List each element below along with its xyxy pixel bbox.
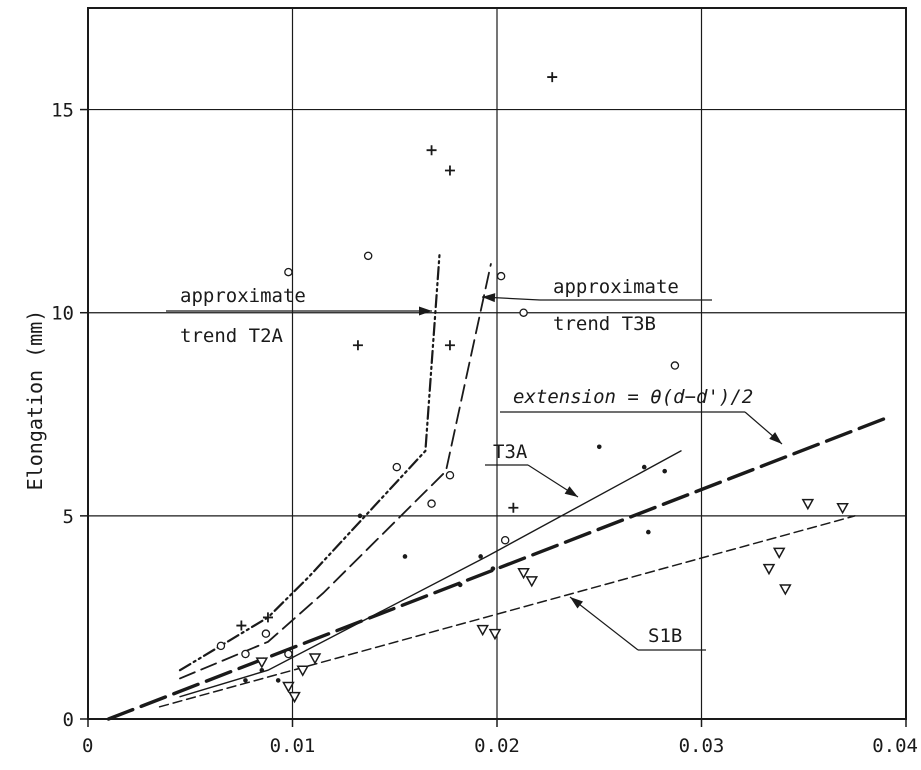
dot-marker — [646, 529, 651, 535]
triangle-marker — [762, 563, 776, 576]
trend-line — [178, 250, 441, 672]
y-tick-label: 15 — [51, 100, 74, 122]
x-axis: 0 0.01 0.02 0.03 0.04 — [82, 719, 918, 757]
y-axis: 0 5 10 15 — [51, 100, 88, 731]
dot-marker — [662, 468, 667, 474]
circle-marker — [496, 271, 506, 281]
circle-marker — [500, 535, 510, 545]
arrow-head — [564, 486, 578, 497]
triangle-marker — [779, 584, 792, 596]
arrow-head — [769, 432, 782, 444]
circle-marker — [241, 649, 250, 659]
dot-marker — [641, 464, 647, 470]
arrow-head — [419, 306, 432, 316]
x-tick-label: 0.04 — [872, 735, 918, 757]
trend-lines — [106, 250, 888, 721]
circle-marker — [519, 308, 528, 317]
trend-line — [179, 450, 682, 698]
triangle-marker — [488, 628, 502, 641]
y-tick-label: 10 — [51, 303, 74, 325]
dot-marker — [357, 513, 363, 519]
triangle-marker — [255, 657, 269, 669]
dot-marker — [596, 444, 602, 450]
triangle-marker — [308, 653, 322, 665]
triangle-marker — [801, 498, 815, 511]
data-points — [216, 72, 849, 704]
circle-marker — [216, 641, 226, 651]
x-tick-label: 0.01 — [270, 735, 316, 757]
triangle-marker — [476, 624, 489, 637]
dot-marker — [243, 678, 248, 683]
trend-line — [179, 263, 492, 680]
x-tick-label: 0.02 — [474, 735, 520, 757]
plus-marker — [426, 145, 437, 156]
plus-marker — [236, 620, 247, 631]
circle-marker — [284, 267, 293, 277]
triangle-marker — [772, 547, 786, 559]
plus-marker — [444, 340, 455, 351]
y-tick-label: 0 — [63, 709, 74, 731]
dot-marker — [259, 667, 265, 673]
annotation-t3b-line2: trend T3B — [553, 313, 656, 335]
circle-marker — [392, 462, 402, 472]
circle-marker — [427, 499, 436, 508]
triangle-marker — [836, 502, 849, 515]
dot-marker — [275, 678, 281, 683]
leader-arrows — [380, 293, 783, 651]
dot-marker — [490, 566, 496, 571]
annotation-s1b: S1B — [648, 625, 682, 647]
annotation-t2a-line1: approximate — [180, 285, 306, 307]
annotations: approximate trend T2A approximate trend … — [166, 276, 783, 651]
plus-marker — [508, 502, 519, 513]
trend-line — [106, 416, 888, 721]
circle-marker — [445, 470, 455, 480]
annotation-t3a: T3A — [493, 441, 528, 463]
triangle-marker — [288, 691, 301, 704]
x-tick-label: 0 — [82, 735, 93, 757]
plus-marker — [444, 165, 455, 176]
triangle-marker — [517, 567, 530, 580]
triangle-marker — [525, 576, 539, 588]
circle-marker — [261, 629, 271, 638]
leader-line — [569, 596, 639, 651]
trend-line — [158, 515, 856, 708]
y-tick-label: 5 — [63, 506, 74, 528]
plus-marker — [547, 72, 558, 83]
circle-marker — [363, 251, 373, 261]
plus-marker — [352, 340, 363, 351]
dot-marker — [457, 582, 463, 588]
annotation-extension: extension = θ(d−d')/2 — [513, 386, 753, 408]
triangle-marker — [296, 665, 309, 677]
annotation-t3b-line1: approximate — [553, 276, 679, 298]
annotation-t2a-line2: trend T2A — [180, 325, 284, 347]
circle-marker — [670, 361, 680, 370]
triangle-marker — [282, 681, 295, 694]
dot-marker — [402, 554, 408, 559]
grid-lines — [88, 8, 906, 719]
arrow-head — [482, 293, 496, 303]
dot-marker — [478, 554, 483, 559]
circle-marker — [284, 649, 293, 659]
plus-marker — [262, 612, 273, 623]
y-axis-label: Elongation (mm) — [23, 310, 47, 491]
x-tick-label: 0.03 — [679, 735, 725, 757]
arrow-head — [570, 597, 584, 609]
